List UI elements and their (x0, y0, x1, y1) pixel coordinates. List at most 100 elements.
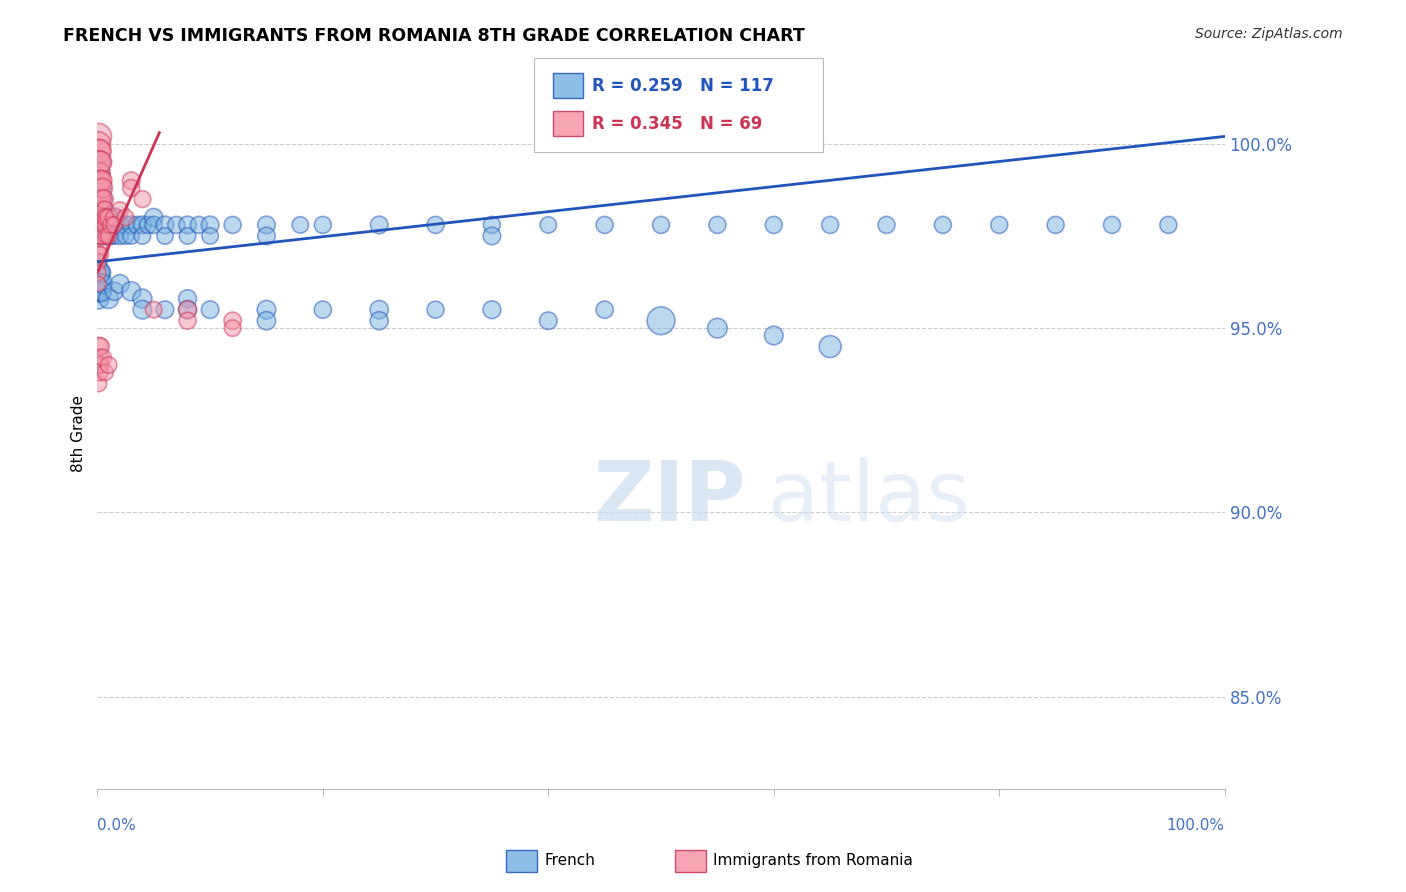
Point (94, 218, 117, 232)
Point (650, 218, 672, 232)
Point (90, 218, 112, 232)
Point (120, 229, 142, 244)
Point (176, 302, 198, 317)
Point (425, 302, 447, 317)
Point (762, 218, 785, 232)
Point (91, 203, 114, 218)
Point (87, 203, 110, 218)
Point (89, 218, 111, 232)
Point (1157, 218, 1180, 232)
Point (91, 203, 114, 218)
Point (176, 302, 198, 317)
Point (108, 229, 131, 244)
Point (96, 211, 118, 225)
Point (131, 218, 153, 232)
Point (97, 211, 120, 225)
Text: Immigrants from Romania: Immigrants from Romania (713, 854, 912, 868)
Point (425, 218, 447, 232)
Point (537, 314, 560, 328)
Point (87, 129, 110, 144)
Point (89, 365, 111, 379)
Point (90, 192, 112, 206)
Point (87, 155, 110, 169)
Text: French: French (544, 854, 595, 868)
Text: R = 0.345   N = 69: R = 0.345 N = 69 (592, 115, 762, 133)
Point (97, 229, 120, 244)
Point (90, 358, 112, 372)
Point (97, 218, 120, 232)
Point (153, 218, 176, 232)
Point (114, 229, 136, 244)
Text: R = 0.259   N = 117: R = 0.259 N = 117 (592, 78, 773, 95)
Point (198, 218, 221, 232)
Point (89, 192, 111, 206)
Text: atlas: atlas (768, 457, 970, 538)
Point (153, 302, 176, 317)
Point (87, 292, 110, 306)
Point (87, 266, 110, 280)
Point (312, 302, 335, 317)
Point (256, 302, 278, 317)
Point (89, 285, 111, 299)
Point (120, 218, 142, 232)
Point (89, 203, 111, 218)
Point (988, 218, 1011, 232)
Point (87, 181, 110, 195)
Point (131, 192, 153, 206)
Point (108, 203, 131, 218)
Point (89, 229, 111, 244)
Point (93, 211, 115, 225)
Point (142, 218, 165, 232)
Point (481, 302, 503, 317)
Point (94, 229, 117, 244)
Point (97, 358, 120, 372)
Point (176, 314, 198, 328)
Point (142, 302, 165, 317)
Point (818, 340, 841, 354)
Point (91, 277, 114, 291)
Text: ZIP: ZIP (593, 457, 747, 538)
Point (818, 218, 841, 232)
Point (90, 155, 112, 169)
Point (93, 211, 115, 225)
Point (131, 229, 153, 244)
Point (90, 211, 112, 225)
Point (89, 266, 111, 280)
Point (481, 229, 503, 244)
Point (90, 211, 112, 225)
Point (87, 174, 110, 188)
Point (89, 166, 111, 180)
Point (100, 218, 122, 232)
Point (131, 302, 153, 317)
Point (90, 229, 112, 244)
Point (256, 218, 278, 232)
Point (87, 211, 110, 225)
Point (87, 166, 110, 180)
Point (90, 266, 112, 280)
Point (176, 292, 198, 306)
Point (89, 181, 111, 195)
Text: 0.0%: 0.0% (97, 819, 136, 833)
Point (593, 218, 616, 232)
Point (87, 266, 110, 280)
Point (136, 218, 159, 232)
Point (221, 321, 243, 335)
Point (103, 211, 125, 225)
Point (94, 218, 117, 232)
Point (90, 174, 112, 188)
Y-axis label: 8th Grade: 8th Grade (72, 394, 86, 472)
Point (90, 285, 112, 299)
Point (108, 277, 131, 291)
Point (87, 218, 110, 232)
Point (176, 218, 198, 232)
Point (87, 277, 110, 291)
Point (94, 365, 117, 379)
Point (89, 144, 111, 158)
Point (96, 218, 118, 232)
Point (90, 229, 112, 244)
Point (100, 218, 122, 232)
Point (100, 229, 122, 244)
Point (96, 229, 118, 244)
Point (87, 174, 110, 188)
Point (87, 229, 110, 244)
